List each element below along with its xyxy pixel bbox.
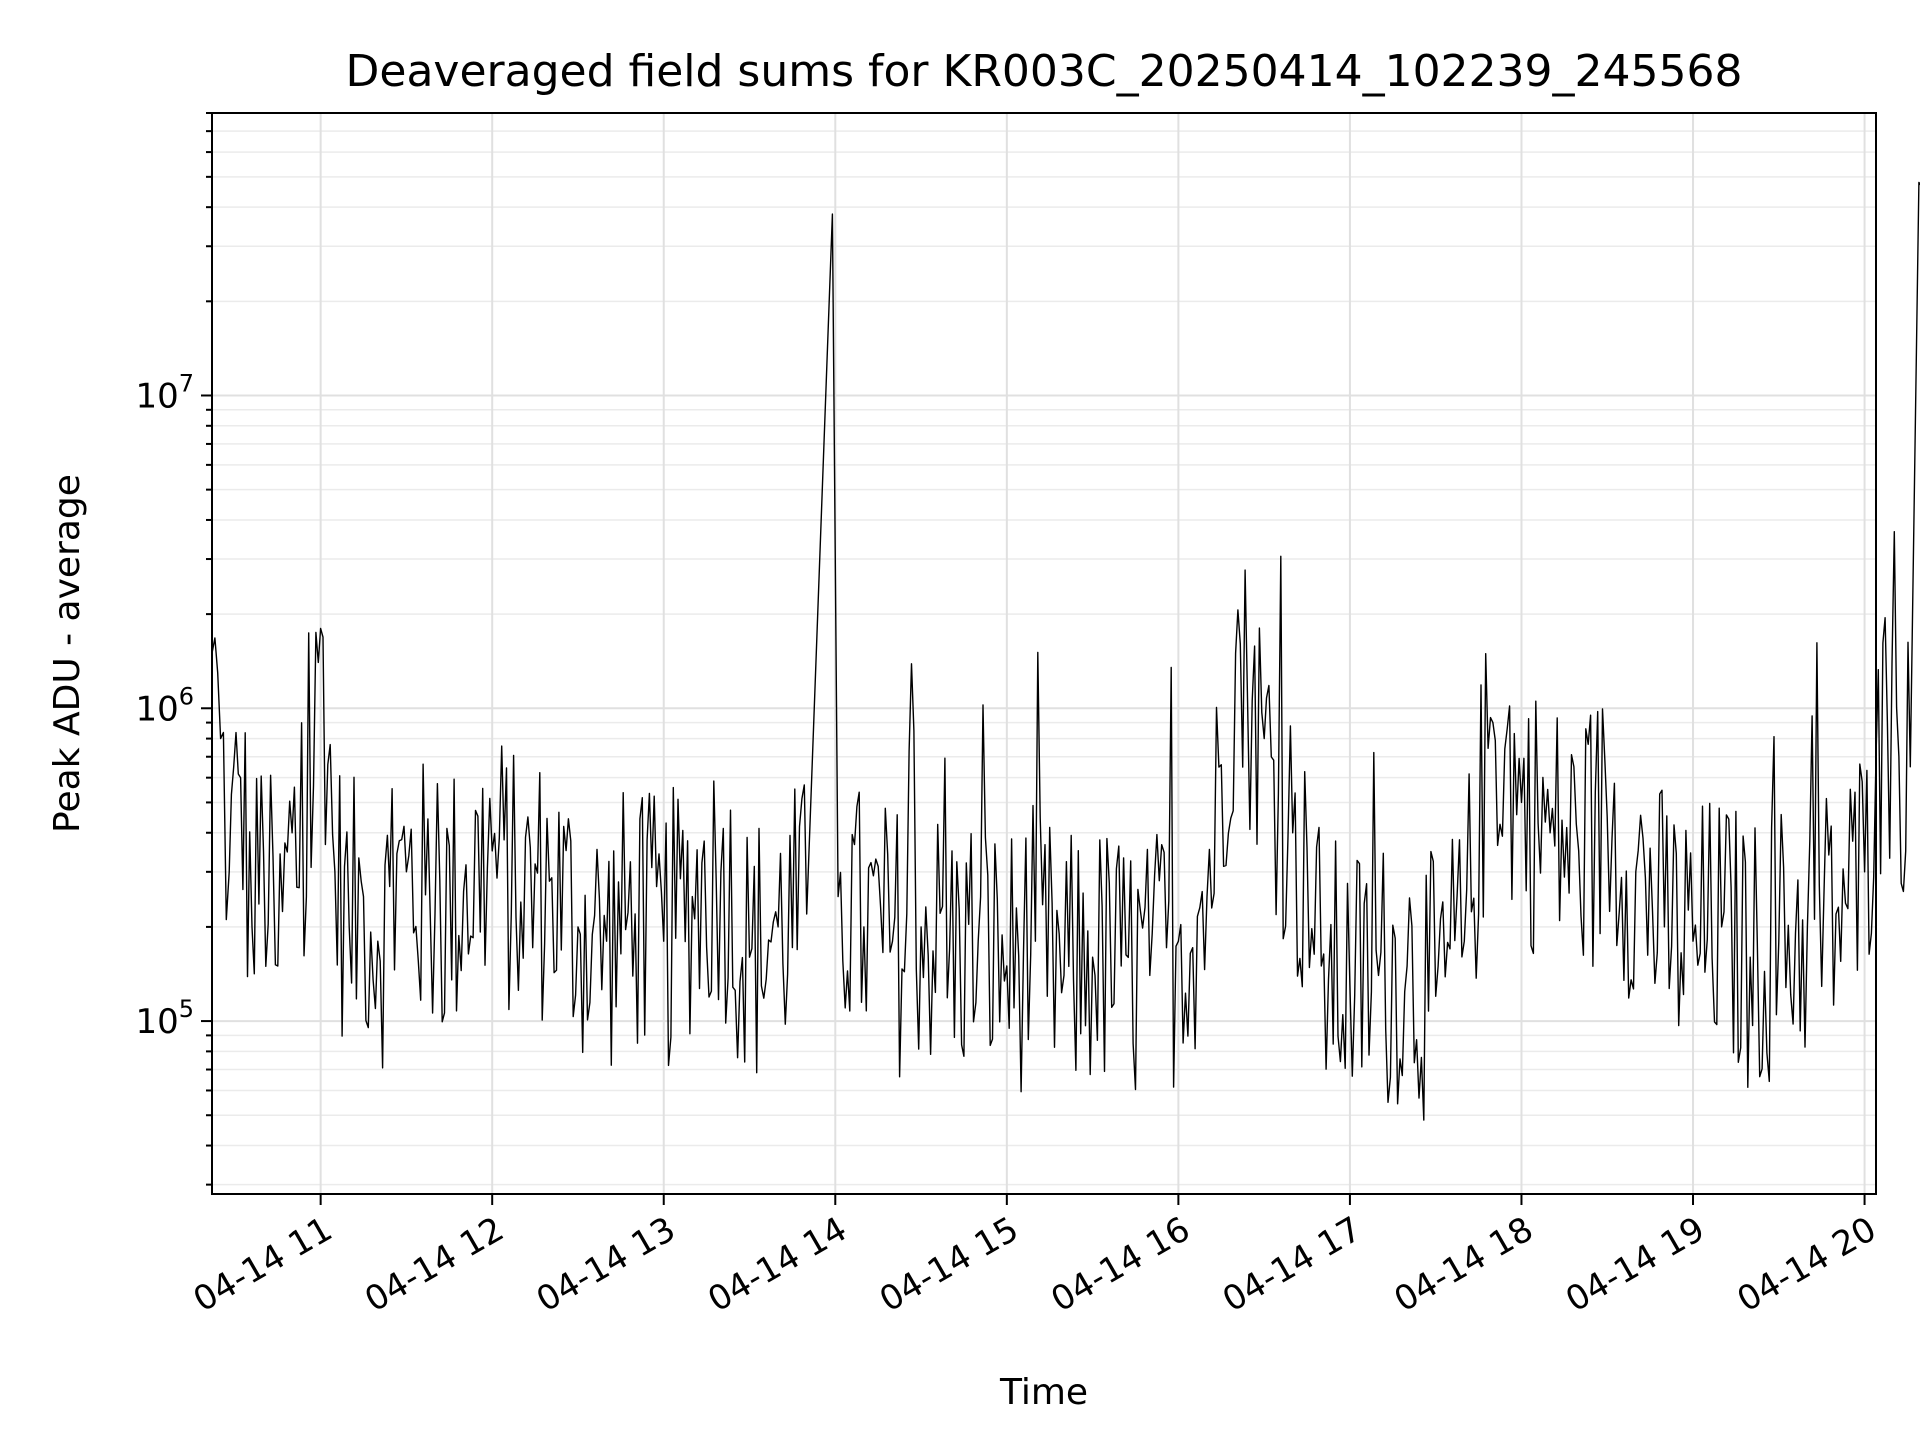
chart-title: Deaveraged field sums for KR003C_2025041… [346, 46, 1743, 97]
y-axis-label: Peak ADU - average [47, 474, 88, 833]
x-axis-label: Time [999, 1372, 1088, 1413]
series-layer [211, 181, 1920, 1121]
y-tick-label: 105 [135, 995, 194, 1042]
series-line [211, 181, 1920, 1121]
y-tick-label: 106 [135, 682, 194, 729]
plot-frame [211, 112, 1877, 1195]
y-tick-label: 107 [135, 369, 194, 416]
